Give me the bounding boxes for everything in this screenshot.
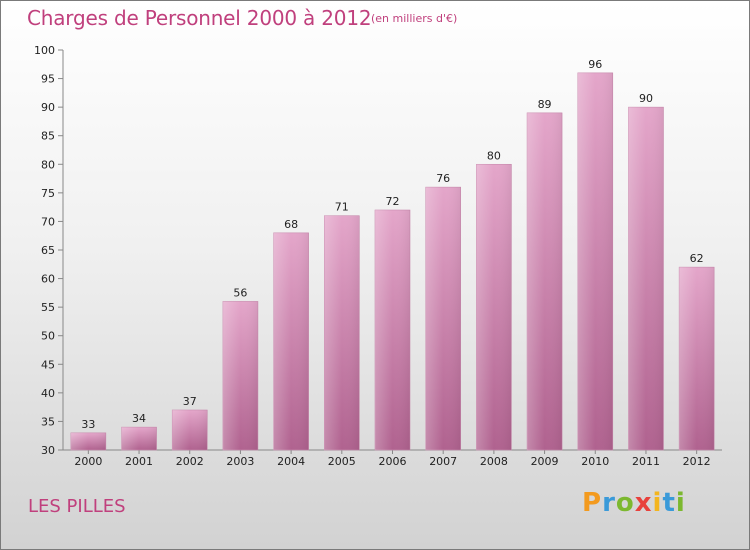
logo-letter: x (634, 488, 653, 518)
data-label: 89 (538, 98, 552, 111)
data-label: 37 (183, 395, 197, 408)
x-tick-label: 2011 (632, 455, 660, 468)
bar-shade (375, 210, 410, 450)
y-tick-label: 95 (41, 73, 55, 86)
bar-shade (577, 72, 613, 450)
data-label: 68 (284, 218, 298, 231)
y-tick-label: 50 (41, 330, 55, 343)
data-label: 96 (588, 58, 602, 71)
chart-unit: (en milliers d'€) (371, 12, 458, 25)
y-tick-label: 90 (41, 101, 55, 114)
x-tick-label: 2001 (125, 455, 153, 468)
data-label: 62 (690, 252, 704, 265)
x-tick-label: 2006 (379, 455, 407, 468)
bars (70, 72, 715, 451)
y-tick-label: 85 (41, 130, 55, 143)
proxiti-logo[interactable]: Proxiti (582, 488, 686, 518)
value-labels: 33 34 37 56 68 71 72 76 80 89 96 90 62 (81, 58, 703, 431)
bar-shade (527, 112, 563, 450)
bar-shade (425, 187, 461, 450)
x-tick-label: 2009 (531, 455, 559, 468)
logo-letter: i (652, 488, 663, 518)
logo-letter: t (662, 488, 676, 518)
bar-shade (273, 232, 309, 450)
y-tick-label: 35 (41, 415, 55, 428)
x-tick-label: 2005 (328, 455, 356, 468)
data-label: 71 (335, 201, 349, 214)
bar-shade (476, 164, 512, 451)
bar-shade (324, 215, 360, 450)
x-tick-label: 2003 (226, 455, 254, 468)
y-tick-label: 80 (41, 158, 55, 171)
y-tick-label: 75 (41, 187, 55, 200)
y-tick-label: 65 (41, 244, 55, 257)
x-tick-label: 2007 (429, 455, 457, 468)
data-label: 80 (487, 149, 501, 162)
y-tick-label: 100 (34, 44, 55, 57)
logo-letter: P (582, 488, 603, 518)
x-tick-label: 2008 (480, 455, 508, 468)
data-label: 56 (233, 286, 247, 299)
y-tick-label: 45 (41, 358, 55, 371)
bar-shade (222, 301, 258, 450)
data-label: 76 (436, 172, 450, 185)
y-tick-label: 70 (41, 215, 55, 228)
x-tick-label: 2000 (74, 455, 102, 468)
bar-shade (70, 432, 106, 450)
bar-shade (628, 107, 664, 451)
data-label: 90 (639, 92, 653, 105)
chart-title: Charges de Personnel 2000 à 2012 (27, 6, 372, 30)
y-tick-label: 40 (41, 387, 55, 400)
y-tick-label: 55 (41, 301, 55, 314)
x-tick-label: 2012 (683, 455, 711, 468)
data-label: 33 (81, 418, 95, 431)
data-label: 72 (386, 195, 400, 208)
y-tick-label: 30 (41, 444, 55, 457)
location-name: LES PILLES (28, 496, 126, 517)
y-tick-label: 60 (41, 273, 55, 286)
logo-letter: i (675, 488, 686, 518)
x-tick-label: 2004 (277, 455, 305, 468)
x-tick-label: 2010 (581, 455, 609, 468)
bar-shade (172, 410, 208, 450)
logo-letter: o (615, 488, 635, 518)
x-tick-label: 2002 (176, 455, 204, 468)
logo-letter: r (602, 488, 616, 518)
bar-shade (679, 267, 715, 450)
data-label: 34 (132, 412, 146, 425)
bar-shade (121, 427, 157, 450)
